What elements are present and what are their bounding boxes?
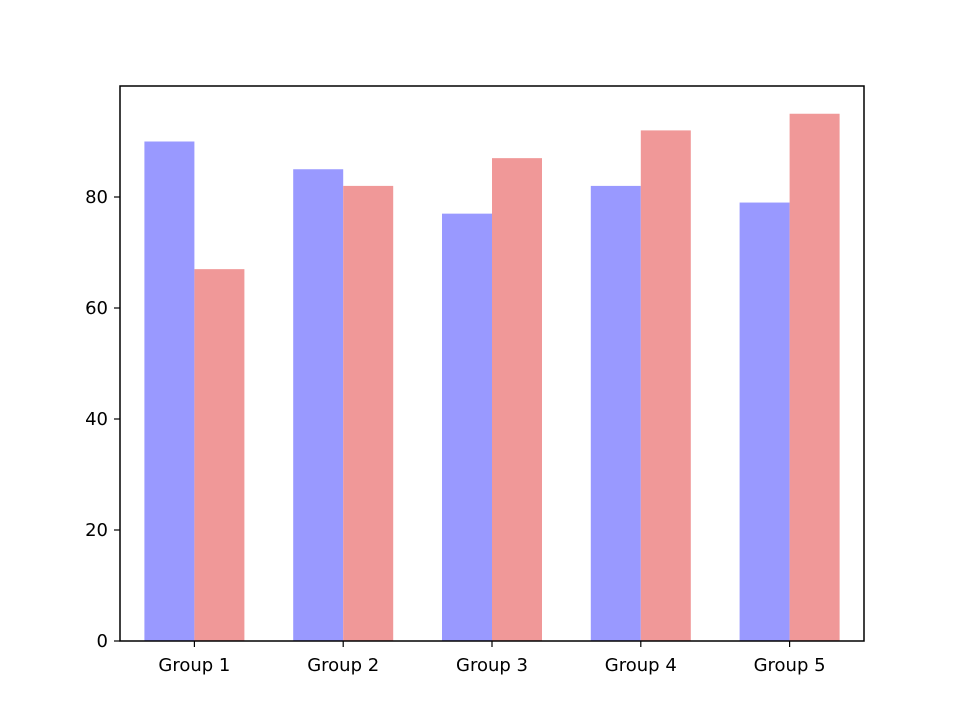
y-tick-label: 0	[97, 631, 108, 652]
bar-series1-1	[144, 141, 195, 641]
bar-series2-3	[492, 158, 542, 641]
x-tick-label: Group 2	[307, 655, 379, 676]
bar-series1-2	[293, 169, 344, 641]
x-tick-label: Group 5	[754, 655, 826, 676]
bar-series2-2	[343, 185, 394, 641]
x-tick-label: Group 4	[605, 655, 677, 676]
bars-layer	[144, 113, 840, 642]
y-tick-label: 60	[85, 298, 108, 319]
y-tick-label: 40	[85, 409, 108, 430]
bar-series2-1	[194, 269, 245, 641]
axes-layer: 0 20 40 60 80 Group 1 Group 2 Group 3 Group 4 Gro…	[85, 85, 865, 676]
bar-series2-4	[640, 130, 691, 641]
y-tick-label: 80	[85, 187, 108, 208]
x-tick-label: Group 1	[158, 655, 230, 676]
bar-series2-5	[789, 113, 840, 641]
bar-series1-4	[590, 185, 641, 641]
y-tick-label: 20	[85, 520, 108, 541]
bar-series1-3	[442, 213, 492, 641]
bar-series1-5	[739, 202, 790, 642]
x-tick-label: Group 3	[456, 655, 528, 676]
